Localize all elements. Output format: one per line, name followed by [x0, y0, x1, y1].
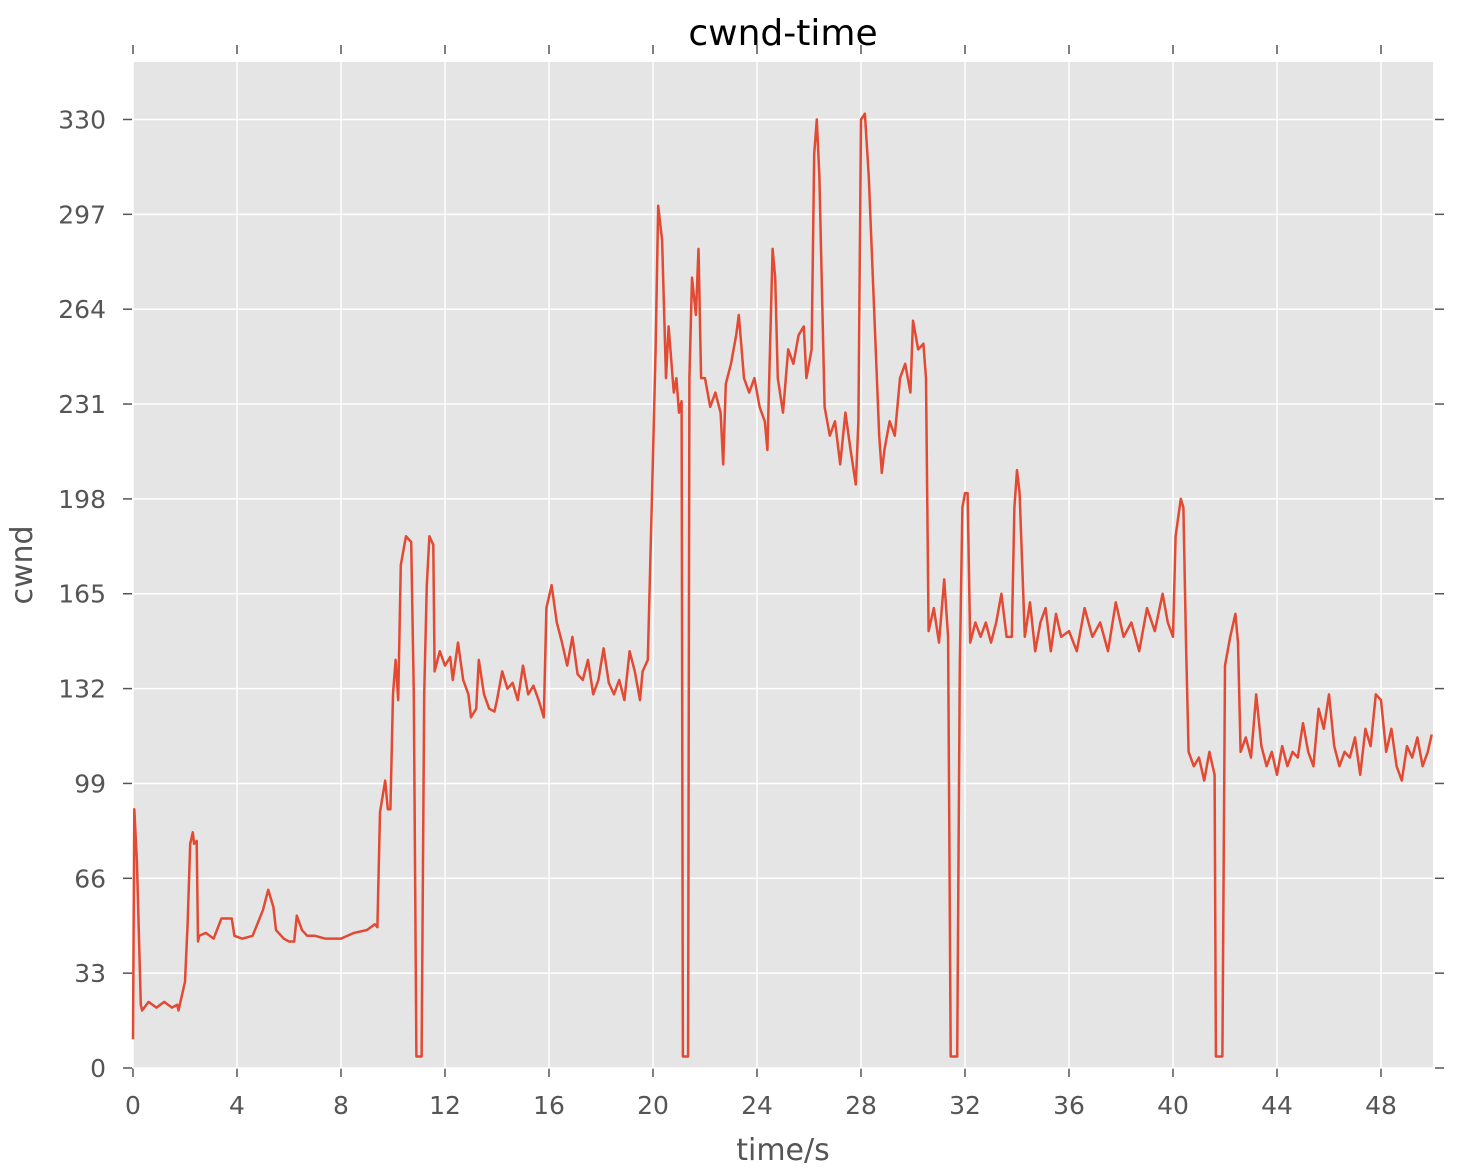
y-axis-label: cwnd: [5, 525, 40, 604]
x-tick-label: 40: [1157, 1091, 1189, 1120]
y-tick-label: 0: [90, 1054, 106, 1083]
y-tick-label: 297: [58, 200, 106, 229]
y-tick-label: 231: [58, 390, 106, 419]
x-tick-label: 20: [637, 1091, 669, 1120]
x-tick-label: 44: [1261, 1091, 1293, 1120]
y-tick-label: 99: [74, 769, 106, 798]
chart-title: cwnd-time: [688, 13, 877, 54]
x-tick-label: 16: [533, 1091, 565, 1120]
x-tick-label: 8: [333, 1091, 349, 1120]
y-tick-label: 33: [74, 959, 106, 988]
x-tick-label: 36: [1053, 1091, 1085, 1120]
y-tick-label: 66: [74, 864, 106, 893]
x-tick-label: 4: [229, 1091, 245, 1120]
x-axis-label: time/s: [736, 1133, 830, 1168]
x-tick-label: 24: [741, 1091, 773, 1120]
plot-area: [133, 62, 1433, 1068]
y-tick-label: 330: [58, 105, 106, 134]
x-tick-label: 48: [1365, 1091, 1397, 1120]
y-tick-label: 132: [58, 675, 106, 704]
y-tick-label: 264: [58, 295, 106, 324]
x-tick-label: 12: [429, 1091, 461, 1120]
x-tick-label: 0: [125, 1091, 141, 1120]
x-tick-label: 28: [845, 1091, 877, 1120]
y-tick-label: 165: [58, 580, 106, 609]
x-tick-label: 32: [949, 1091, 981, 1120]
y-tick-label: 198: [58, 485, 106, 514]
series-line: [131, 112, 1433, 1058]
